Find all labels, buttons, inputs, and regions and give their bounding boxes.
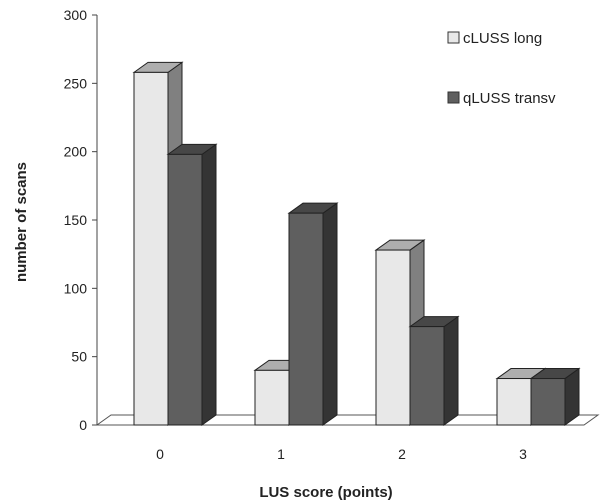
- y-tick-label: 100: [64, 280, 88, 296]
- bar-front: [288, 212, 324, 426]
- x-tick-label: 1: [277, 446, 285, 462]
- x-axis-title: LUS score (points): [259, 484, 392, 501]
- legend-swatch-series-0: [447, 31, 460, 44]
- x-tick-label: 2: [398, 446, 406, 462]
- bar-front: [167, 153, 203, 426]
- bar-front: [375, 249, 411, 426]
- y-tick-label: 50: [71, 349, 87, 365]
- bar-front: [133, 71, 169, 426]
- bar-side: [322, 202, 338, 426]
- bar-0-1: [166, 143, 218, 426]
- bar-side: [443, 315, 459, 426]
- y-tick-label: 150: [64, 212, 88, 228]
- bar-3-1: [529, 367, 581, 426]
- bar-1-1: [287, 202, 339, 426]
- y-tick-label: 200: [64, 144, 88, 160]
- x-tick-label: 3: [519, 446, 527, 462]
- y-axis-title: number of scans: [13, 162, 30, 282]
- bar-front: [496, 378, 532, 426]
- y-axis: 0 50 100 150 200 250 300: [64, 7, 98, 433]
- legend-label-series-0: cLUSS long: [463, 30, 542, 47]
- x-tick-label: 0: [156, 446, 164, 462]
- legend-swatch-series-1: [447, 91, 460, 104]
- bar-front: [409, 326, 445, 426]
- bars: [132, 61, 581, 426]
- bar-front: [254, 369, 290, 426]
- y-tick-label: 300: [64, 7, 88, 23]
- y-tick-label: 0: [79, 417, 87, 433]
- bar-side: [201, 143, 217, 426]
- x-tick-labels: 0 1 2 3: [156, 446, 527, 462]
- bar-front: [530, 378, 566, 426]
- bar-2-1: [408, 315, 460, 426]
- legend: cLUSS long qLUSS transv: [447, 30, 556, 107]
- legend-label-series-1: qLUSS transv: [463, 90, 556, 107]
- y-tick-label: 250: [64, 75, 88, 91]
